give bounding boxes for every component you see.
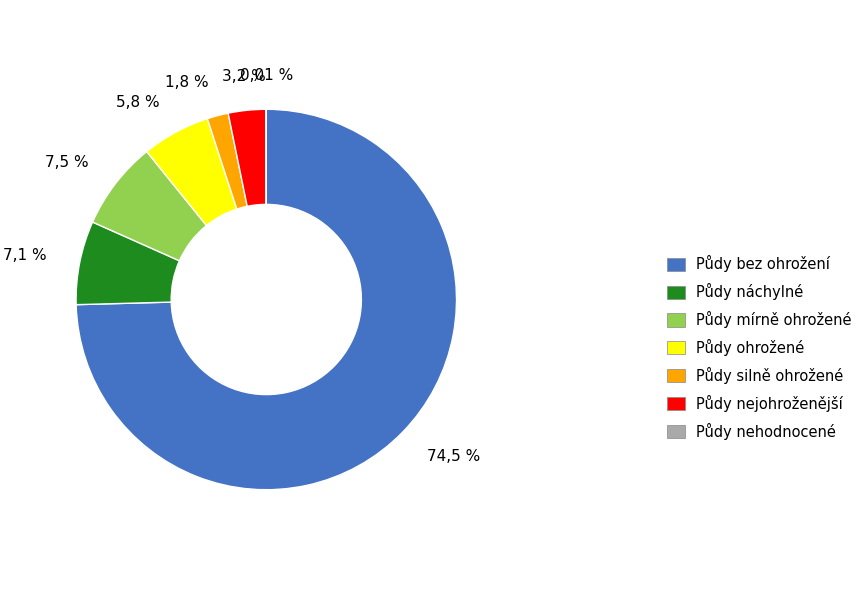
Wedge shape bbox=[207, 113, 247, 209]
Wedge shape bbox=[228, 109, 266, 206]
Text: 1,8 %: 1,8 % bbox=[165, 75, 209, 90]
Text: 5,8 %: 5,8 % bbox=[116, 95, 159, 110]
Text: 74,5 %: 74,5 % bbox=[427, 449, 480, 464]
Text: 7,5 %: 7,5 % bbox=[45, 155, 88, 170]
Wedge shape bbox=[147, 119, 237, 226]
Wedge shape bbox=[76, 109, 456, 490]
Wedge shape bbox=[76, 222, 180, 305]
Wedge shape bbox=[93, 152, 206, 261]
Text: 7,1 %: 7,1 % bbox=[3, 248, 46, 264]
Text: 3,2 %: 3,2 % bbox=[222, 69, 265, 84]
Text: 0,01 %: 0,01 % bbox=[240, 68, 293, 83]
Legend: Půdy bez ohrožení, Půdy náchylné, Půdy mírně ohrožené, Půdy ohrožené, Půdy silně: Půdy bez ohrožení, Půdy náchylné, Půdy m… bbox=[667, 255, 852, 440]
